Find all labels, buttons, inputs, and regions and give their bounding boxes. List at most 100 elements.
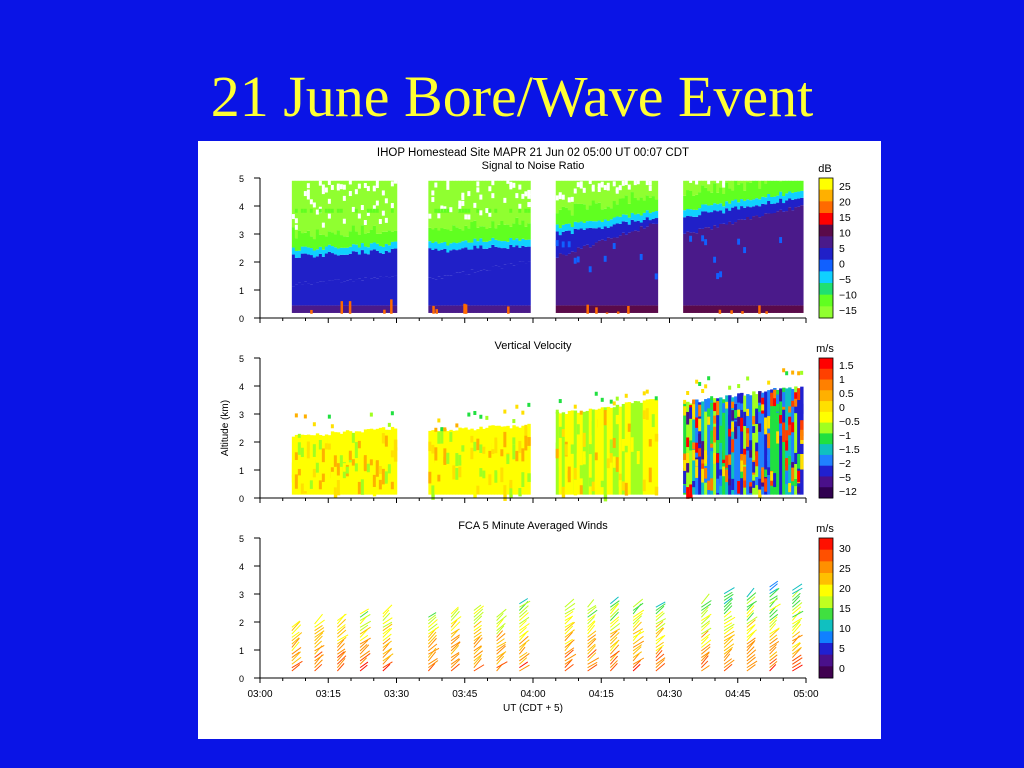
snr-cell xyxy=(555,240,559,247)
velocity-patch xyxy=(342,463,347,472)
colorbar-swatch xyxy=(819,248,833,261)
snr-cell xyxy=(782,196,786,204)
wind-barb xyxy=(473,634,483,642)
wind-barb xyxy=(632,657,645,665)
velocity-patch xyxy=(779,414,783,424)
wind-barb xyxy=(701,603,712,611)
velocity-patch xyxy=(752,461,756,473)
snr-cell xyxy=(467,274,471,306)
snr-cell xyxy=(387,305,392,313)
wind-barb xyxy=(655,644,664,652)
snr-cell xyxy=(609,219,614,227)
velocity-patch xyxy=(704,467,708,479)
snr-cell xyxy=(767,200,771,214)
wind-barb xyxy=(700,636,709,645)
snr-cell xyxy=(651,211,656,219)
velocity-patch xyxy=(297,468,302,476)
velocity-patch xyxy=(476,438,480,451)
snr-cell xyxy=(639,253,643,260)
snr-spike xyxy=(741,311,744,314)
snr-cell xyxy=(312,250,317,258)
velocity-cell xyxy=(309,435,314,495)
snr-gap xyxy=(515,193,519,199)
velocity-patch xyxy=(312,444,317,457)
wind-barb xyxy=(769,598,778,605)
velocity-patch xyxy=(755,442,759,456)
snr-cell xyxy=(731,224,735,306)
wind-barb xyxy=(609,660,618,668)
snr-cell xyxy=(306,283,311,306)
snr-cell xyxy=(740,219,744,306)
velocity-patch xyxy=(600,480,605,488)
velocity-speck xyxy=(695,379,699,384)
snr-cell xyxy=(309,236,314,249)
velocity-speck xyxy=(707,376,711,381)
velocity-patch xyxy=(776,394,780,404)
velocity-speck xyxy=(479,414,483,419)
velocity-patch xyxy=(797,486,801,494)
velocity-cell xyxy=(312,435,317,495)
snr-cell xyxy=(393,305,398,313)
snr-cell xyxy=(627,217,632,225)
velocity-patch xyxy=(381,433,386,444)
velocity-patch xyxy=(761,467,765,483)
snr-cell xyxy=(363,233,368,247)
wind-barb xyxy=(450,658,461,669)
velocity-cell xyxy=(387,429,392,495)
snr-cell xyxy=(773,305,777,313)
snr-cell xyxy=(443,208,447,213)
wind-barb xyxy=(632,609,645,618)
wind-barb xyxy=(701,651,710,658)
wind-barb xyxy=(701,646,711,655)
wind-barb xyxy=(359,664,368,672)
snr-cell xyxy=(494,228,498,240)
velocity-patch xyxy=(291,462,296,478)
snr-cell xyxy=(434,279,438,306)
velocity-patch xyxy=(722,466,726,477)
velocity-patch xyxy=(479,444,483,453)
snr-cell xyxy=(597,227,602,241)
snr-cell xyxy=(488,240,492,248)
snr-cell xyxy=(360,305,365,313)
snr-cell xyxy=(506,224,510,242)
snr-cell xyxy=(752,206,756,217)
snr-cell xyxy=(449,243,453,251)
velocity-patch xyxy=(731,401,735,409)
snr-cell xyxy=(366,232,371,248)
velocity-patch xyxy=(573,467,578,480)
wind-barb xyxy=(450,616,462,625)
snr-gap xyxy=(645,180,650,186)
velocity-patch xyxy=(791,462,795,470)
snr-cell xyxy=(576,256,580,263)
velocity-patch xyxy=(791,400,795,407)
snr-cell xyxy=(345,180,350,237)
snr-cell xyxy=(588,220,593,228)
snr-cell xyxy=(731,190,735,201)
snr-gap xyxy=(366,210,371,216)
snr-cell xyxy=(749,182,753,201)
velocity-speck xyxy=(455,423,459,428)
velocity-cell xyxy=(725,395,729,495)
wind-barb xyxy=(473,615,483,625)
snr-cell xyxy=(375,250,380,279)
velocity-patch xyxy=(434,460,438,476)
snr-cell xyxy=(509,180,513,227)
wind-barb xyxy=(701,613,712,622)
velocity-patch xyxy=(773,389,777,399)
snr-cell xyxy=(467,242,471,250)
snr-cell xyxy=(446,305,450,313)
wind-barb xyxy=(769,613,779,621)
colorbar-swatch xyxy=(819,584,833,597)
velocity-patch xyxy=(749,440,753,451)
colorbar-swatch xyxy=(819,390,833,402)
snr-cell xyxy=(728,203,732,211)
snr-cell xyxy=(609,226,614,239)
velocity-speck xyxy=(767,380,771,385)
velocity-patch xyxy=(369,444,374,459)
wind-barb xyxy=(314,632,324,642)
colorbar-swatch xyxy=(819,476,833,488)
velocity-patch xyxy=(606,411,611,426)
velocity-patch xyxy=(555,448,560,459)
y-tick-label: 3 xyxy=(239,230,244,240)
velocity-patch xyxy=(719,475,723,486)
